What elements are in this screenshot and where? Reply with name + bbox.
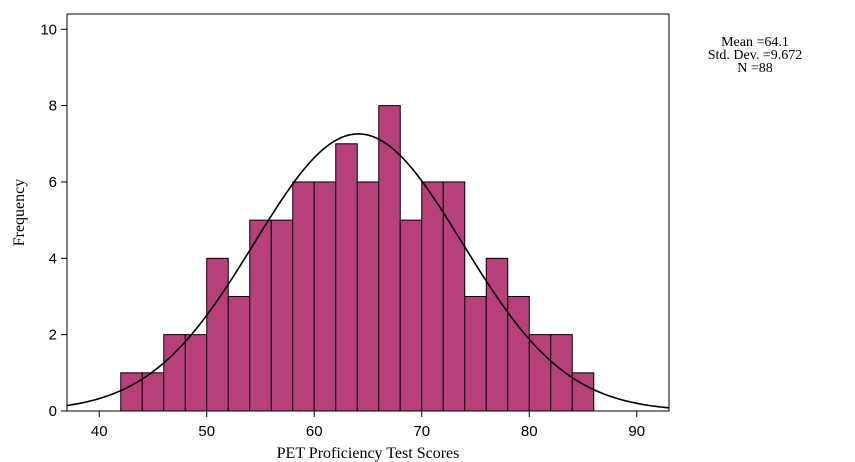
x-axis-title: PET Proficiency Test Scores [277, 445, 460, 462]
histogram-bar-10 [313, 181, 337, 412]
histogram-bar-6 [227, 295, 251, 412]
summary-statistics: Mean =64.1 Std. Dev. =9.672 N =88 [690, 35, 820, 76]
histogram-bar-20 [528, 334, 552, 412]
n-label: N =88 [737, 61, 773, 76]
mean-label: Mean =64.1 [721, 35, 789, 50]
y-tick-label-6: 6 [49, 174, 57, 191]
histogram-bar-1 [120, 372, 143, 412]
histogram-bar-11 [335, 143, 358, 412]
normal-curve [66, 133, 670, 409]
std-dev-label: Std. Dev. =9.672 [707, 48, 803, 63]
histogram-bar-7 [249, 219, 272, 412]
histogram-bar-9 [292, 181, 315, 412]
histogram-bar-18 [485, 257, 509, 412]
histogram-bar-2 [141, 372, 165, 412]
histogram-bar-17 [464, 295, 487, 412]
x-tick-label-40: 40 [91, 423, 108, 440]
histogram-bar-12 [356, 181, 380, 412]
y-tick-label-8: 8 [49, 98, 57, 115]
histogram-bar-4 [184, 334, 208, 412]
x-tick-label-50: 50 [198, 423, 215, 440]
histogram-bar-14 [399, 219, 423, 412]
x-tick-label-70: 70 [413, 423, 430, 440]
x-tick-label-80: 80 [521, 423, 538, 440]
x-tick-label-60: 60 [306, 423, 323, 440]
x-tick-label-90: 90 [628, 423, 645, 440]
y-tick-label-10: 10 [40, 21, 57, 38]
y-tick-label-2: 2 [49, 327, 57, 344]
histogram-bar-8 [270, 219, 294, 412]
y-tick-label-0: 0 [49, 403, 57, 420]
y-tick-label-4: 4 [49, 250, 57, 267]
histogram-bar-15 [421, 181, 444, 412]
histogram-bar-21 [550, 334, 573, 412]
histogram-bar-5 [206, 257, 229, 412]
histogram-bar-22 [571, 372, 595, 412]
y-axis-title: Frequency [11, 179, 28, 247]
histogram-bar-19 [507, 295, 530, 412]
